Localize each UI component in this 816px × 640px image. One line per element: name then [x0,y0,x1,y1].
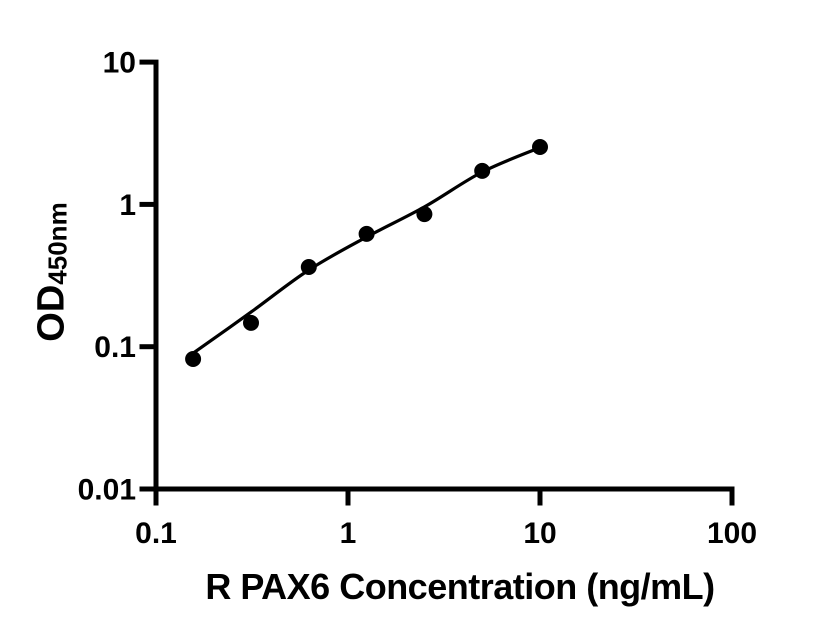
data-point [474,162,491,179]
data-point [243,314,259,331]
y-axis-title: OD450nm [31,202,74,341]
x-tick-label: 100 [707,517,757,550]
y-tick-label: 1 [119,189,136,222]
x-tick-label: 0.1 [135,517,177,550]
y-axis-title-main: OD [30,284,73,342]
y-tick-label: 0.1 [94,331,136,364]
y-tick-label: 10 [103,47,136,80]
y-axis-title-subscript: 450nm [42,202,73,285]
data-point [300,259,317,275]
y-tick-label: 0.01 [78,474,136,507]
data-point [532,139,548,155]
data-point [416,206,433,223]
x-tick-label: 10 [523,517,556,550]
x-axis-title: R PAX6 Concentration (ng/mL) [205,566,715,607]
data-point [185,351,202,367]
x-tick-label: 1 [340,517,357,550]
data-point [358,225,375,242]
